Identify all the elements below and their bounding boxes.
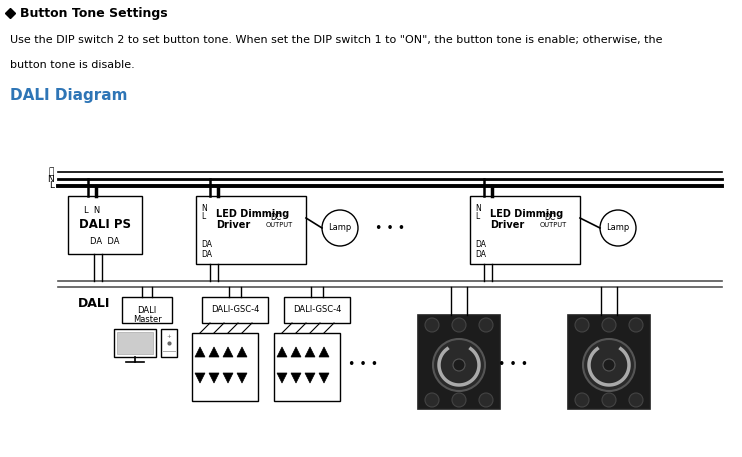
- Text: N: N: [475, 204, 481, 213]
- Text: • • •: • • •: [498, 358, 528, 372]
- Text: Lamp: Lamp: [329, 223, 352, 233]
- Polygon shape: [277, 373, 287, 383]
- Text: DC: DC: [544, 213, 555, 222]
- Text: DALI-GSC-4: DALI-GSC-4: [211, 305, 259, 314]
- Text: LED Dimming: LED Dimming: [490, 209, 563, 219]
- Text: DA: DA: [201, 240, 212, 249]
- FancyBboxPatch shape: [470, 196, 580, 264]
- FancyBboxPatch shape: [196, 196, 306, 264]
- Circle shape: [602, 393, 616, 407]
- Polygon shape: [195, 373, 205, 383]
- Polygon shape: [319, 373, 329, 383]
- Text: Lamp: Lamp: [606, 223, 630, 233]
- Text: OUTPUT: OUTPUT: [266, 222, 293, 228]
- Text: • • •: • • •: [348, 358, 378, 372]
- Text: DC: DC: [270, 213, 281, 222]
- FancyBboxPatch shape: [117, 332, 153, 354]
- Circle shape: [629, 393, 643, 407]
- Text: L  N: L N: [84, 206, 100, 215]
- Text: Button Tone Settings: Button Tone Settings: [20, 6, 168, 20]
- FancyBboxPatch shape: [161, 329, 177, 357]
- Circle shape: [583, 339, 635, 391]
- Polygon shape: [223, 373, 233, 383]
- Text: DA: DA: [201, 250, 212, 259]
- FancyBboxPatch shape: [192, 333, 258, 401]
- FancyBboxPatch shape: [68, 196, 142, 254]
- FancyBboxPatch shape: [114, 329, 156, 357]
- Text: DA: DA: [475, 250, 486, 259]
- Circle shape: [452, 318, 466, 332]
- FancyBboxPatch shape: [284, 297, 350, 323]
- Text: N: N: [47, 175, 54, 184]
- Text: LED Dimming: LED Dimming: [216, 209, 289, 219]
- Text: DA: DA: [475, 240, 486, 249]
- Circle shape: [425, 318, 439, 332]
- Polygon shape: [305, 373, 315, 383]
- Text: +: +: [167, 335, 171, 340]
- Circle shape: [575, 393, 589, 407]
- Circle shape: [600, 210, 636, 246]
- Polygon shape: [209, 373, 219, 383]
- Circle shape: [453, 359, 465, 371]
- Text: • • •: • • •: [375, 222, 405, 234]
- Polygon shape: [277, 347, 287, 357]
- Text: L: L: [49, 181, 54, 191]
- Text: N: N: [201, 204, 207, 213]
- Text: Use the DIP switch 2 to set button tone. When set the DIP switch 1 to "ON", the : Use the DIP switch 2 to set button tone.…: [10, 35, 663, 45]
- FancyBboxPatch shape: [568, 315, 650, 409]
- Text: DALI-GSC-4: DALI-GSC-4: [293, 305, 341, 314]
- FancyBboxPatch shape: [274, 333, 340, 401]
- Circle shape: [479, 318, 493, 332]
- Polygon shape: [237, 347, 247, 357]
- Circle shape: [433, 339, 485, 391]
- Text: L: L: [475, 212, 479, 221]
- Text: DALI PS: DALI PS: [79, 218, 131, 230]
- FancyBboxPatch shape: [122, 297, 172, 323]
- Circle shape: [425, 393, 439, 407]
- Polygon shape: [291, 347, 301, 357]
- Text: DALI: DALI: [137, 306, 157, 315]
- Polygon shape: [237, 373, 247, 383]
- Circle shape: [629, 318, 643, 332]
- Text: Driver: Driver: [490, 220, 525, 230]
- Polygon shape: [209, 347, 219, 357]
- Text: DALI Diagram: DALI Diagram: [10, 88, 128, 103]
- Text: OUTPUT: OUTPUT: [540, 222, 567, 228]
- Polygon shape: [319, 347, 329, 357]
- Text: Driver: Driver: [216, 220, 250, 230]
- Text: L: L: [201, 212, 206, 221]
- Circle shape: [575, 318, 589, 332]
- Circle shape: [479, 393, 493, 407]
- Text: DALI: DALI: [78, 297, 111, 310]
- Circle shape: [322, 210, 358, 246]
- Polygon shape: [291, 373, 301, 383]
- Circle shape: [603, 359, 615, 371]
- FancyBboxPatch shape: [418, 315, 500, 409]
- Text: Master: Master: [133, 315, 161, 324]
- Polygon shape: [195, 347, 205, 357]
- Circle shape: [602, 318, 616, 332]
- Text: ⏚: ⏚: [49, 168, 54, 176]
- Polygon shape: [223, 347, 233, 357]
- FancyBboxPatch shape: [202, 297, 268, 323]
- Text: DA  DA: DA DA: [91, 238, 119, 246]
- Text: button tone is disable.: button tone is disable.: [10, 60, 135, 70]
- Circle shape: [452, 393, 466, 407]
- Polygon shape: [305, 347, 315, 357]
